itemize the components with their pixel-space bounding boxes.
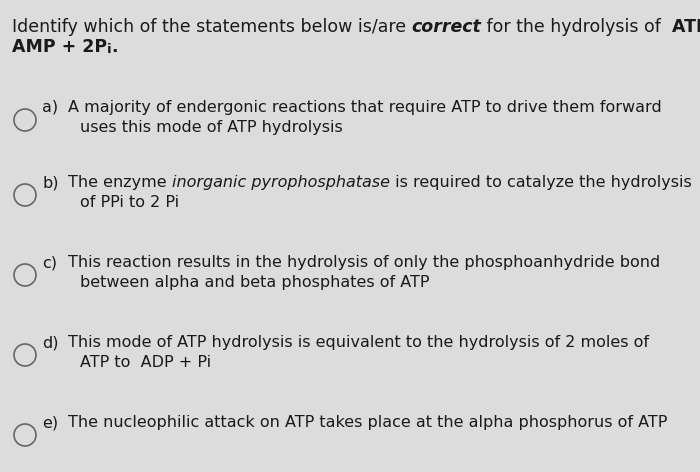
Text: of PPi to 2 Pi: of PPi to 2 Pi (80, 195, 179, 210)
Text: This mode of ATP hydrolysis is equivalent to the hydrolysis of 2 moles of: This mode of ATP hydrolysis is equivalen… (68, 335, 649, 350)
Text: A majority of endergonic reactions that require ATP to drive them forward: A majority of endergonic reactions that … (68, 100, 662, 115)
Text: for the hydrolysis of: for the hydrolysis of (482, 18, 672, 36)
Text: d): d) (42, 335, 59, 350)
Text: The nucleophilic attack on ATP takes place at the alpha phosphorus of ATP: The nucleophilic attack on ATP takes pla… (68, 415, 667, 430)
Text: uses this mode of ATP hydrolysis: uses this mode of ATP hydrolysis (80, 120, 343, 135)
Text: i: i (107, 43, 112, 56)
Text: between alpha and beta phosphates of ATP: between alpha and beta phosphates of ATP (80, 275, 430, 290)
Text: This reaction results in the hydrolysis of only the phosphoanhydride bond: This reaction results in the hydrolysis … (68, 255, 660, 270)
Text: a): a) (42, 100, 58, 115)
Text: .: . (112, 38, 118, 56)
Text: correct: correct (412, 18, 482, 36)
Text: c): c) (42, 255, 57, 270)
Text: inorganic pyrophosphatase: inorganic pyrophosphatase (172, 175, 390, 190)
Text: e): e) (42, 415, 58, 430)
Text: AMP + 2P: AMP + 2P (12, 38, 107, 56)
Text: Identify which of the statements below is/are: Identify which of the statements below i… (12, 18, 412, 36)
Text: b): b) (42, 175, 59, 190)
Text: The enzyme: The enzyme (68, 175, 172, 190)
Text: is required to catalyze the hydrolysis: is required to catalyze the hydrolysis (390, 175, 692, 190)
Text: ATP to  ADP + Pi: ATP to ADP + Pi (80, 355, 211, 370)
Text: ATP to: ATP to (672, 18, 700, 36)
